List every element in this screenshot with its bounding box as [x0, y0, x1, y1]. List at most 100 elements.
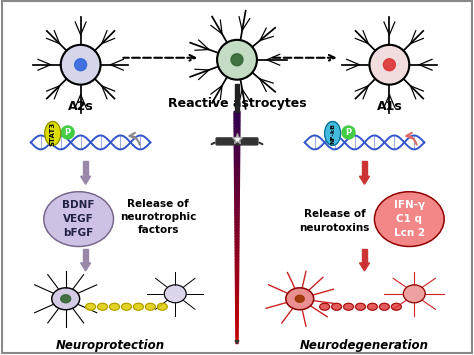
Polygon shape	[359, 176, 369, 184]
Ellipse shape	[367, 303, 377, 310]
Polygon shape	[236, 268, 238, 271]
Polygon shape	[236, 323, 238, 326]
Ellipse shape	[44, 192, 113, 246]
Text: P: P	[64, 128, 71, 137]
Polygon shape	[236, 309, 238, 312]
Polygon shape	[236, 274, 238, 277]
Polygon shape	[236, 294, 238, 297]
Text: A1s: A1s	[376, 100, 402, 113]
Polygon shape	[236, 291, 238, 294]
Polygon shape	[235, 190, 239, 193]
Polygon shape	[234, 155, 240, 158]
Ellipse shape	[369, 45, 409, 84]
Ellipse shape	[45, 121, 61, 146]
Polygon shape	[235, 178, 239, 181]
Polygon shape	[236, 315, 238, 317]
Ellipse shape	[164, 285, 186, 303]
Polygon shape	[236, 338, 238, 341]
Polygon shape	[236, 312, 238, 315]
Text: A2s: A2s	[68, 100, 93, 113]
Ellipse shape	[374, 192, 444, 246]
Polygon shape	[236, 285, 238, 289]
Polygon shape	[234, 135, 240, 138]
Polygon shape	[235, 260, 239, 262]
Polygon shape	[234, 143, 240, 146]
Polygon shape	[235, 262, 239, 265]
Polygon shape	[235, 170, 239, 173]
Text: BDNF
VEGF
bFGF: BDNF VEGF bFGF	[63, 200, 95, 238]
Polygon shape	[235, 222, 239, 225]
Polygon shape	[235, 207, 239, 210]
Polygon shape	[236, 341, 238, 344]
Polygon shape	[236, 306, 238, 309]
Polygon shape	[236, 277, 238, 280]
Polygon shape	[235, 239, 239, 242]
Polygon shape	[234, 141, 240, 143]
Polygon shape	[236, 320, 238, 323]
Polygon shape	[235, 204, 239, 207]
Polygon shape	[235, 196, 239, 198]
Polygon shape	[235, 187, 239, 190]
Ellipse shape	[61, 45, 100, 84]
Polygon shape	[235, 210, 239, 213]
Text: Release of
neurotoxins: Release of neurotoxins	[300, 209, 370, 233]
Polygon shape	[235, 242, 239, 245]
Text: IFN-γ
C1 q
Lcn 2: IFN-γ C1 q Lcn 2	[394, 200, 425, 238]
Ellipse shape	[75, 59, 87, 71]
Polygon shape	[234, 120, 240, 123]
Ellipse shape	[342, 126, 355, 139]
Polygon shape	[81, 176, 91, 184]
Polygon shape	[234, 123, 240, 126]
Polygon shape	[234, 146, 240, 149]
Ellipse shape	[61, 126, 74, 139]
Ellipse shape	[86, 303, 96, 310]
Text: STAT3: STAT3	[50, 121, 56, 146]
Ellipse shape	[403, 285, 425, 303]
Polygon shape	[236, 335, 238, 338]
Polygon shape	[234, 111, 240, 114]
Polygon shape	[234, 132, 240, 135]
Polygon shape	[235, 161, 239, 164]
Ellipse shape	[231, 54, 243, 66]
Ellipse shape	[356, 303, 365, 310]
Polygon shape	[236, 317, 238, 320]
Ellipse shape	[133, 303, 143, 310]
Text: NF-kB: NF-kB	[330, 123, 335, 144]
Ellipse shape	[52, 288, 80, 310]
Text: P: P	[346, 128, 352, 137]
Polygon shape	[235, 173, 239, 175]
Polygon shape	[234, 118, 240, 120]
Polygon shape	[236, 303, 238, 306]
Polygon shape	[235, 193, 239, 196]
Ellipse shape	[325, 121, 341, 146]
Polygon shape	[236, 283, 238, 285]
Polygon shape	[362, 161, 367, 176]
FancyBboxPatch shape	[216, 138, 258, 145]
Ellipse shape	[392, 303, 401, 310]
Polygon shape	[235, 236, 239, 239]
Ellipse shape	[332, 303, 342, 310]
Polygon shape	[234, 129, 240, 132]
Polygon shape	[236, 326, 238, 329]
Polygon shape	[236, 289, 238, 291]
Text: Neurodegeneration: Neurodegeneration	[300, 339, 429, 351]
Polygon shape	[235, 175, 239, 178]
Polygon shape	[83, 249, 88, 263]
Polygon shape	[235, 230, 239, 233]
Polygon shape	[235, 257, 239, 260]
Polygon shape	[235, 340, 239, 344]
Polygon shape	[235, 248, 239, 251]
Polygon shape	[234, 114, 240, 118]
Polygon shape	[235, 216, 239, 219]
Ellipse shape	[157, 303, 167, 310]
Polygon shape	[235, 184, 239, 187]
Polygon shape	[83, 161, 88, 176]
Polygon shape	[234, 149, 240, 152]
Polygon shape	[236, 329, 238, 332]
Polygon shape	[235, 158, 239, 161]
Ellipse shape	[61, 295, 71, 303]
FancyBboxPatch shape	[235, 84, 239, 111]
Polygon shape	[359, 263, 369, 271]
Polygon shape	[235, 254, 239, 257]
Polygon shape	[235, 225, 239, 228]
